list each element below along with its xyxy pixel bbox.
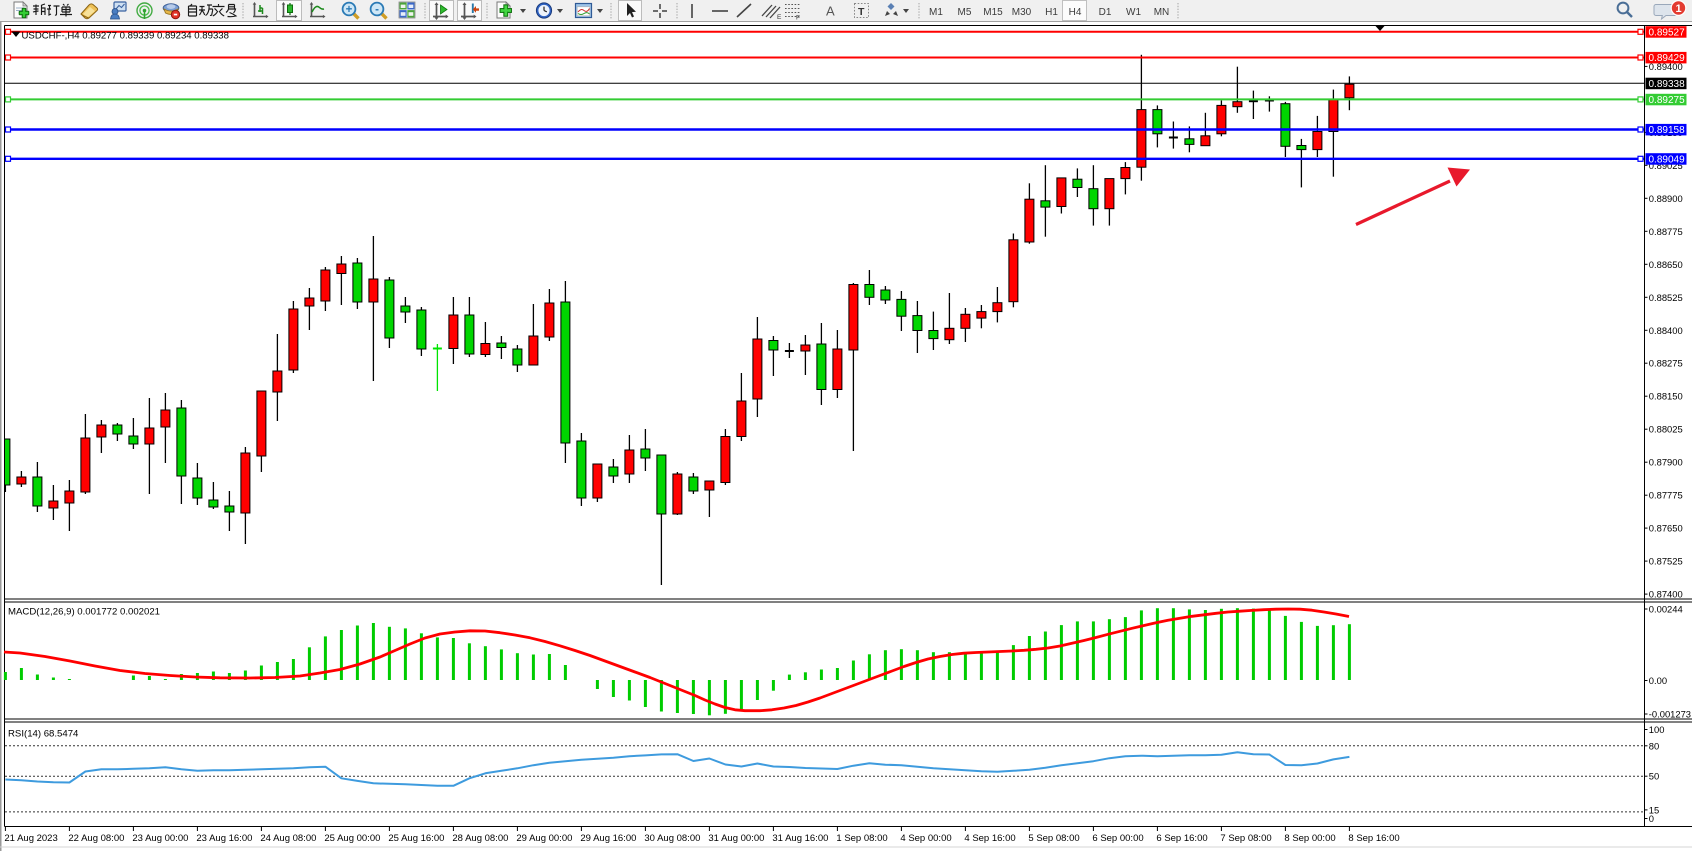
svg-text:W1: W1 (1126, 7, 1141, 18)
svg-text:H4: H4 (1069, 7, 1082, 18)
svg-text:E: E (777, 14, 782, 21)
svg-text:80: 80 (1649, 740, 1659, 751)
svg-text:M1: M1 (929, 7, 943, 18)
svg-text:0.89025: 0.89025 (1649, 160, 1683, 171)
svg-text:H1: H1 (1045, 7, 1058, 18)
svg-text:0.88025: 0.88025 (1649, 424, 1683, 435)
svg-text:25 Aug 00:00: 25 Aug 00:00 (324, 833, 380, 844)
svg-text:0.87400: 0.87400 (1649, 589, 1683, 600)
svg-text:D1: D1 (1099, 7, 1112, 18)
svg-text:0.88525: 0.88525 (1649, 292, 1683, 303)
svg-text:0: 0 (1649, 813, 1654, 824)
svg-text:4 Sep 00:00: 4 Sep 00:00 (900, 833, 951, 844)
svg-text:1: 1 (1675, 3, 1681, 15)
svg-text:5 Sep 08:00: 5 Sep 08:00 (1028, 833, 1079, 844)
svg-text:0.88775: 0.88775 (1649, 226, 1683, 237)
svg-text:31 Aug 00:00: 31 Aug 00:00 (708, 833, 764, 844)
svg-text:0.89527: 0.89527 (1649, 27, 1686, 38)
svg-text:6 Sep 00:00: 6 Sep 00:00 (1092, 833, 1143, 844)
svg-text:29 Aug 16:00: 29 Aug 16:00 (580, 833, 636, 844)
svg-text:0.89275: 0.89275 (1649, 95, 1686, 106)
svg-text:0.89338: 0.89338 (1649, 79, 1686, 90)
svg-text:0.87650: 0.87650 (1649, 523, 1683, 534)
svg-text:21 Aug 2023: 21 Aug 2023 (4, 833, 57, 844)
svg-text:0.00244: 0.00244 (1649, 604, 1683, 615)
svg-text:RSI(14) 68.5474: RSI(14) 68.5474 (8, 728, 79, 739)
svg-text:28 Aug 08:00: 28 Aug 08:00 (452, 833, 508, 844)
svg-text:0.88150: 0.88150 (1649, 391, 1683, 402)
svg-text:0.89158: 0.89158 (1649, 125, 1686, 136)
svg-text:4 Sep 16:00: 4 Sep 16:00 (964, 833, 1015, 844)
svg-text:T: T (858, 6, 865, 18)
svg-text:50: 50 (1649, 771, 1659, 782)
svg-text:6 Sep 16:00: 6 Sep 16:00 (1156, 833, 1207, 844)
svg-text:M5: M5 (958, 7, 972, 18)
svg-text:A: A (826, 4, 835, 19)
svg-text:0.88275: 0.88275 (1649, 358, 1683, 369)
svg-text:0.88900: 0.88900 (1649, 193, 1683, 204)
svg-text:0.87775: 0.87775 (1649, 490, 1683, 501)
svg-text:USDCHF-,H4 0.89277 0.89339 0.: USDCHF-,H4 0.89277 0.89339 0.89234 0.893… (22, 30, 229, 41)
svg-text:0.87525: 0.87525 (1649, 556, 1683, 567)
svg-text:31 Aug 16:00: 31 Aug 16:00 (772, 833, 828, 844)
svg-text:8 Sep 16:00: 8 Sep 16:00 (1348, 833, 1399, 844)
svg-text:MACD(12,26,9) 0.001772 0.00202: MACD(12,26,9) 0.001772 0.002021 (8, 606, 160, 617)
svg-text:0.87900: 0.87900 (1649, 457, 1683, 468)
svg-text:0.00: 0.00 (1649, 675, 1667, 686)
svg-text:100: 100 (1649, 724, 1665, 735)
svg-text:8 Sep 00:00: 8 Sep 00:00 (1284, 833, 1335, 844)
svg-text:-0.001273: -0.001273 (1649, 709, 1691, 720)
svg-text:22 Aug 08:00: 22 Aug 08:00 (68, 833, 124, 844)
svg-text:0.88650: 0.88650 (1649, 259, 1683, 270)
svg-text:M30: M30 (1012, 7, 1032, 18)
svg-text:29 Aug 00:00: 29 Aug 00:00 (516, 833, 572, 844)
svg-text:30 Aug 08:00: 30 Aug 08:00 (644, 833, 700, 844)
svg-text:-: - (375, 4, 379, 16)
svg-text:15: 15 (1649, 804, 1659, 815)
svg-text:0.88400: 0.88400 (1649, 325, 1683, 336)
svg-text:0.89049: 0.89049 (1649, 154, 1686, 165)
svg-text:MN: MN (1154, 7, 1170, 18)
svg-text:F: F (796, 15, 800, 22)
svg-text:0.89429: 0.89429 (1649, 53, 1686, 64)
svg-text:24 Aug 08:00: 24 Aug 08:00 (260, 833, 316, 844)
svg-text:23 Aug 16:00: 23 Aug 16:00 (196, 833, 252, 844)
svg-text:25 Aug 16:00: 25 Aug 16:00 (388, 833, 444, 844)
svg-text:0.89400: 0.89400 (1649, 61, 1683, 72)
svg-text:+: + (346, 4, 353, 16)
svg-text:M15: M15 (983, 7, 1003, 18)
svg-text:7 Sep 08:00: 7 Sep 08:00 (1220, 833, 1271, 844)
svg-text:23 Aug 00:00: 23 Aug 00:00 (132, 833, 188, 844)
svg-text:1 Sep 08:00: 1 Sep 08:00 (836, 833, 887, 844)
